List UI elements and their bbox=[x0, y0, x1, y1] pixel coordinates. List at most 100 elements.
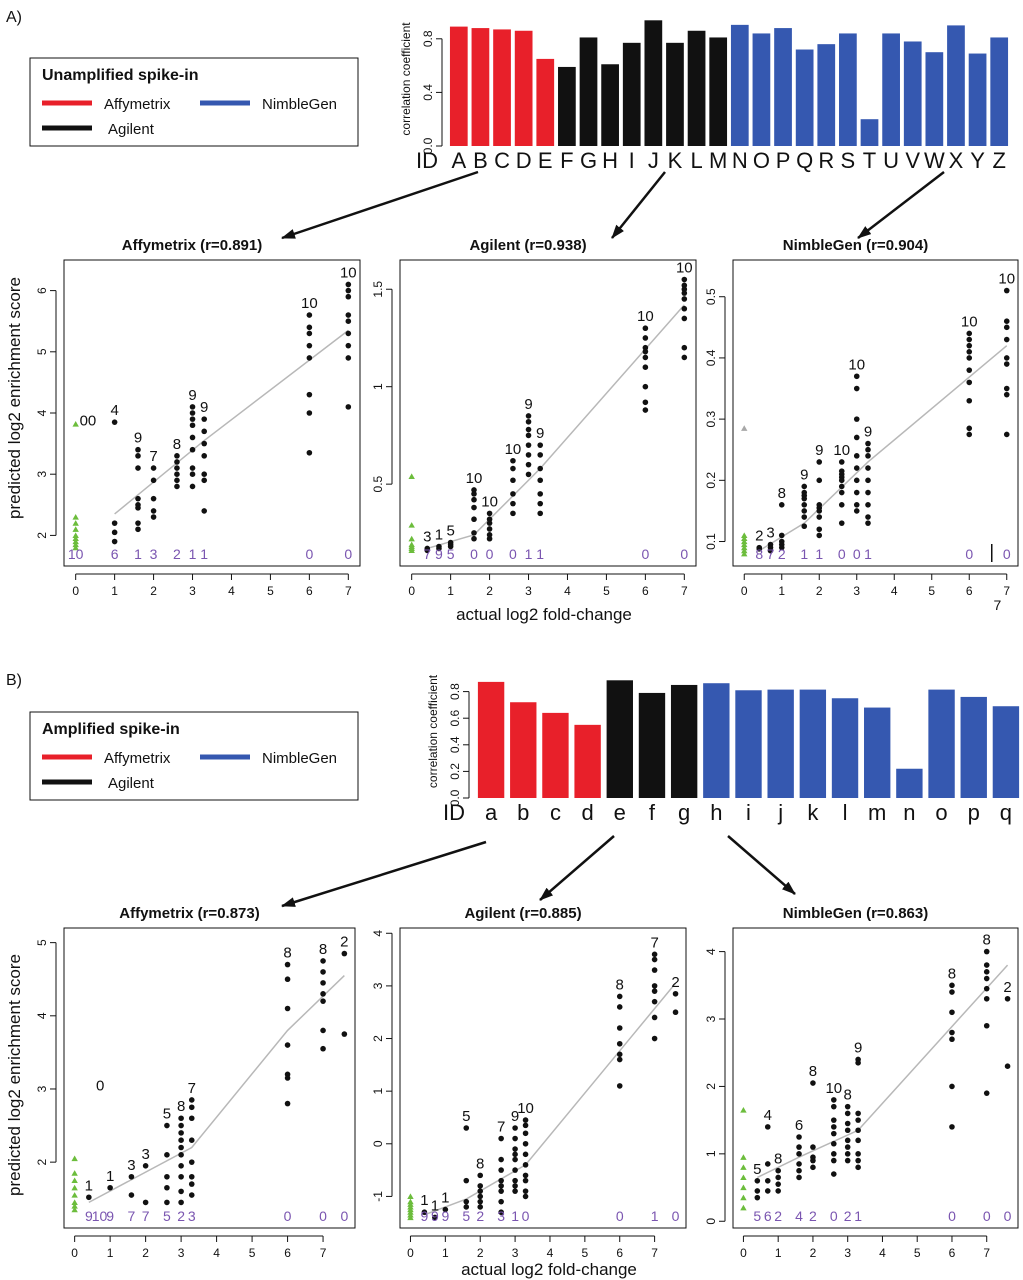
data-point bbox=[284, 1075, 291, 1081]
data-point bbox=[681, 276, 688, 283]
data-point bbox=[142, 1199, 149, 1206]
bar bbox=[493, 29, 511, 147]
data-point bbox=[525, 452, 532, 458]
category-label: S bbox=[841, 148, 856, 173]
baseline-point bbox=[741, 535, 748, 542]
y-tick-label: 0.4 bbox=[448, 736, 462, 753]
count-label: 0 bbox=[486, 546, 494, 562]
data-point bbox=[642, 364, 649, 370]
count-label: 1 bbox=[854, 1208, 862, 1224]
group-label: 3 bbox=[423, 528, 431, 545]
data-point bbox=[966, 330, 973, 337]
baseline-point bbox=[741, 550, 748, 557]
data-point bbox=[525, 461, 532, 468]
data-point bbox=[642, 348, 649, 355]
x-tick-label: 3 bbox=[853, 584, 860, 598]
data-point bbox=[778, 544, 785, 551]
x-tick-label: 7 bbox=[345, 584, 352, 598]
group-label: 2 bbox=[755, 528, 763, 545]
data-point bbox=[796, 1134, 802, 1140]
bar bbox=[670, 684, 698, 798]
data-point bbox=[537, 465, 544, 472]
data-point bbox=[616, 1056, 623, 1063]
data-point bbox=[537, 510, 544, 517]
bar bbox=[799, 689, 827, 798]
bar bbox=[622, 42, 641, 146]
data-point bbox=[486, 510, 493, 517]
data-point bbox=[486, 535, 493, 542]
bar bbox=[839, 33, 857, 146]
count-label: 10 bbox=[92, 1208, 108, 1224]
data-point bbox=[983, 969, 990, 975]
group-label: 5 bbox=[462, 1108, 470, 1125]
group-label: 8 bbox=[616, 976, 624, 993]
count-label: 5 bbox=[753, 1208, 761, 1224]
data-point bbox=[681, 290, 688, 296]
data-point bbox=[642, 325, 649, 332]
data-point bbox=[810, 1144, 816, 1150]
category-label: C bbox=[494, 148, 510, 173]
data-point bbox=[442, 1206, 449, 1213]
baseline-point bbox=[741, 541, 748, 548]
data-point bbox=[522, 1172, 529, 1179]
data-point bbox=[1003, 355, 1010, 361]
x-tick-label: 1 bbox=[778, 584, 785, 598]
bar bbox=[558, 66, 576, 146]
category-label: B bbox=[473, 148, 488, 173]
count-label: 1 bbox=[536, 546, 544, 562]
scatter-nimblegen-a: NimbleGen (r=0.904)0 1 2 3 4 5 6 70.10.20.30.40… bbox=[704, 237, 1019, 613]
bar bbox=[992, 706, 1020, 798]
bar bbox=[638, 692, 666, 798]
data-point bbox=[949, 1036, 955, 1043]
group-label: 10 bbox=[466, 470, 483, 487]
y-tick-label: 0.2 bbox=[704, 472, 718, 489]
count-label: 1 bbox=[189, 546, 197, 562]
data-point bbox=[651, 998, 658, 1005]
legend-a: Unamplified spike-in Affymetrix NimbleGe… bbox=[29, 57, 359, 147]
x-tick-label: 5 bbox=[928, 584, 935, 598]
y-tick-label: 3 bbox=[704, 1015, 718, 1022]
count-label: 9 bbox=[441, 1208, 449, 1224]
data-point bbox=[164, 1173, 170, 1180]
group-label: 7 bbox=[149, 448, 157, 465]
plot-frame bbox=[63, 259, 361, 567]
data-point bbox=[306, 391, 313, 398]
data-point bbox=[189, 483, 196, 490]
data-point bbox=[341, 1031, 348, 1037]
y-tick-label: 3 bbox=[35, 1085, 49, 1092]
data-point bbox=[801, 523, 808, 530]
y-tick-label: -1 bbox=[371, 1191, 385, 1202]
category-label: J bbox=[648, 148, 659, 173]
data-point bbox=[188, 1159, 195, 1165]
data-point bbox=[853, 477, 860, 484]
group-label: 1 bbox=[435, 527, 443, 544]
data-point bbox=[983, 948, 990, 955]
data-point bbox=[150, 465, 157, 471]
data-point bbox=[188, 1115, 195, 1122]
data-point bbox=[306, 342, 313, 349]
y-axis-label-b: predicted log2 enrichment score bbox=[5, 954, 24, 1196]
count-label: 0 bbox=[830, 1208, 838, 1224]
data-point bbox=[477, 1198, 484, 1205]
x-tick-label: 1 bbox=[775, 1246, 782, 1260]
arrow-agilent-a bbox=[611, 171, 666, 239]
baseline-point bbox=[71, 1155, 78, 1162]
bar bbox=[477, 681, 505, 798]
x-axis-label-a: actual log2 fold-change bbox=[456, 605, 632, 624]
count-label: 0 bbox=[965, 546, 973, 562]
data-point bbox=[853, 434, 860, 441]
data-point bbox=[498, 1135, 504, 1142]
bar bbox=[947, 25, 965, 146]
data-point bbox=[816, 459, 823, 465]
bar bbox=[925, 52, 944, 147]
data-point bbox=[424, 547, 431, 554]
scatter-affymetrix-b: Affymetrix (r=0.873)0 1 2 3 4 5 6 7234519193737… bbox=[35, 905, 356, 1260]
data-point bbox=[830, 1151, 837, 1157]
x-tick-label: 6 bbox=[306, 584, 313, 598]
category-label: g bbox=[678, 800, 690, 825]
group-label: 5 bbox=[753, 1161, 761, 1178]
count-label: 2 bbox=[173, 546, 181, 562]
category-label: T bbox=[863, 148, 876, 173]
legend-label-nimblegen: NimbleGen bbox=[262, 750, 337, 767]
baseline-point bbox=[741, 532, 748, 538]
